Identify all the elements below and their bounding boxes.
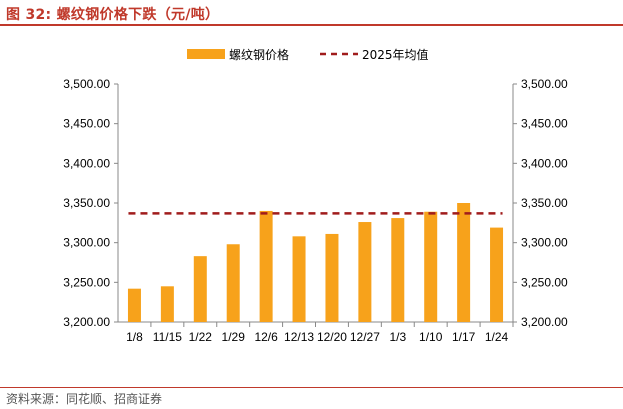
bar <box>325 233 339 322</box>
y-tick-label-left: 3,450.00 <box>63 117 110 131</box>
x-tick-label: 12/6 <box>254 330 278 344</box>
legend: 螺纹钢价格 2025年均值 <box>187 47 429 62</box>
x-tick-label: 12/20 <box>317 330 347 344</box>
bar <box>160 286 174 322</box>
y-tick-label-right: 3,500.00 <box>521 77 568 91</box>
bar <box>391 218 405 322</box>
bar <box>226 244 240 322</box>
x-tick-label: 1/8 <box>126 330 143 344</box>
y-tick-label-right: 3,200.00 <box>521 315 568 329</box>
x-tick-label: 12/27 <box>350 330 380 344</box>
x-tick-label: 1/17 <box>452 330 476 344</box>
x-tick-label: 1/3 <box>389 330 406 344</box>
x-tick-label: 1/10 <box>419 330 443 344</box>
legend-label-average: 2025年均值 <box>362 47 429 62</box>
tick-labels-group: 3,200.00 3,200.00 3,250.00 3,250.00 3,300.00… <box>63 77 568 344</box>
y-tick-label-right: 3,250.00 <box>521 275 568 289</box>
bar <box>127 288 141 322</box>
legend-bar-swatch <box>187 49 225 59</box>
bar <box>193 256 207 322</box>
x-tick-label: 12/13 <box>284 330 314 344</box>
footer-rule <box>0 387 623 388</box>
x-tick-label: 11/15 <box>153 330 182 344</box>
bar <box>358 222 372 322</box>
y-tick-label-right: 3,350.00 <box>521 196 568 210</box>
bar <box>457 203 471 322</box>
legend-label-price: 螺纹钢价格 <box>229 47 289 62</box>
bar <box>259 210 273 322</box>
source-note: 资料来源：同花顺、招商证券 <box>6 392 163 406</box>
y-tick-label-left: 3,300.00 <box>63 236 110 250</box>
figure-title: 图 32: 螺纹钢价格下跌（元/吨） <box>6 7 220 23</box>
y-tick-label-left: 3,250.00 <box>63 275 110 289</box>
y-tick-label-right: 3,300.00 <box>521 236 568 250</box>
y-tick-label-left: 3,500.00 <box>63 77 110 91</box>
bar <box>490 227 504 322</box>
x-tick-label: 1/29 <box>222 330 246 344</box>
bar <box>424 211 438 322</box>
chart-axes <box>114 83 517 327</box>
y-tick-label-right: 3,400.00 <box>521 156 568 170</box>
x-tick-label: 1/22 <box>189 330 213 344</box>
title-rule <box>0 24 623 26</box>
y-tick-label-right: 3,450.00 <box>521 117 568 131</box>
bar <box>292 236 306 322</box>
x-tick-label: 1/24 <box>485 330 509 344</box>
y-tick-label-left: 3,400.00 <box>63 156 110 170</box>
y-tick-label-left: 3,350.00 <box>63 196 110 210</box>
y-tick-label-left: 3,200.00 <box>63 315 110 329</box>
bars-group <box>127 203 504 322</box>
